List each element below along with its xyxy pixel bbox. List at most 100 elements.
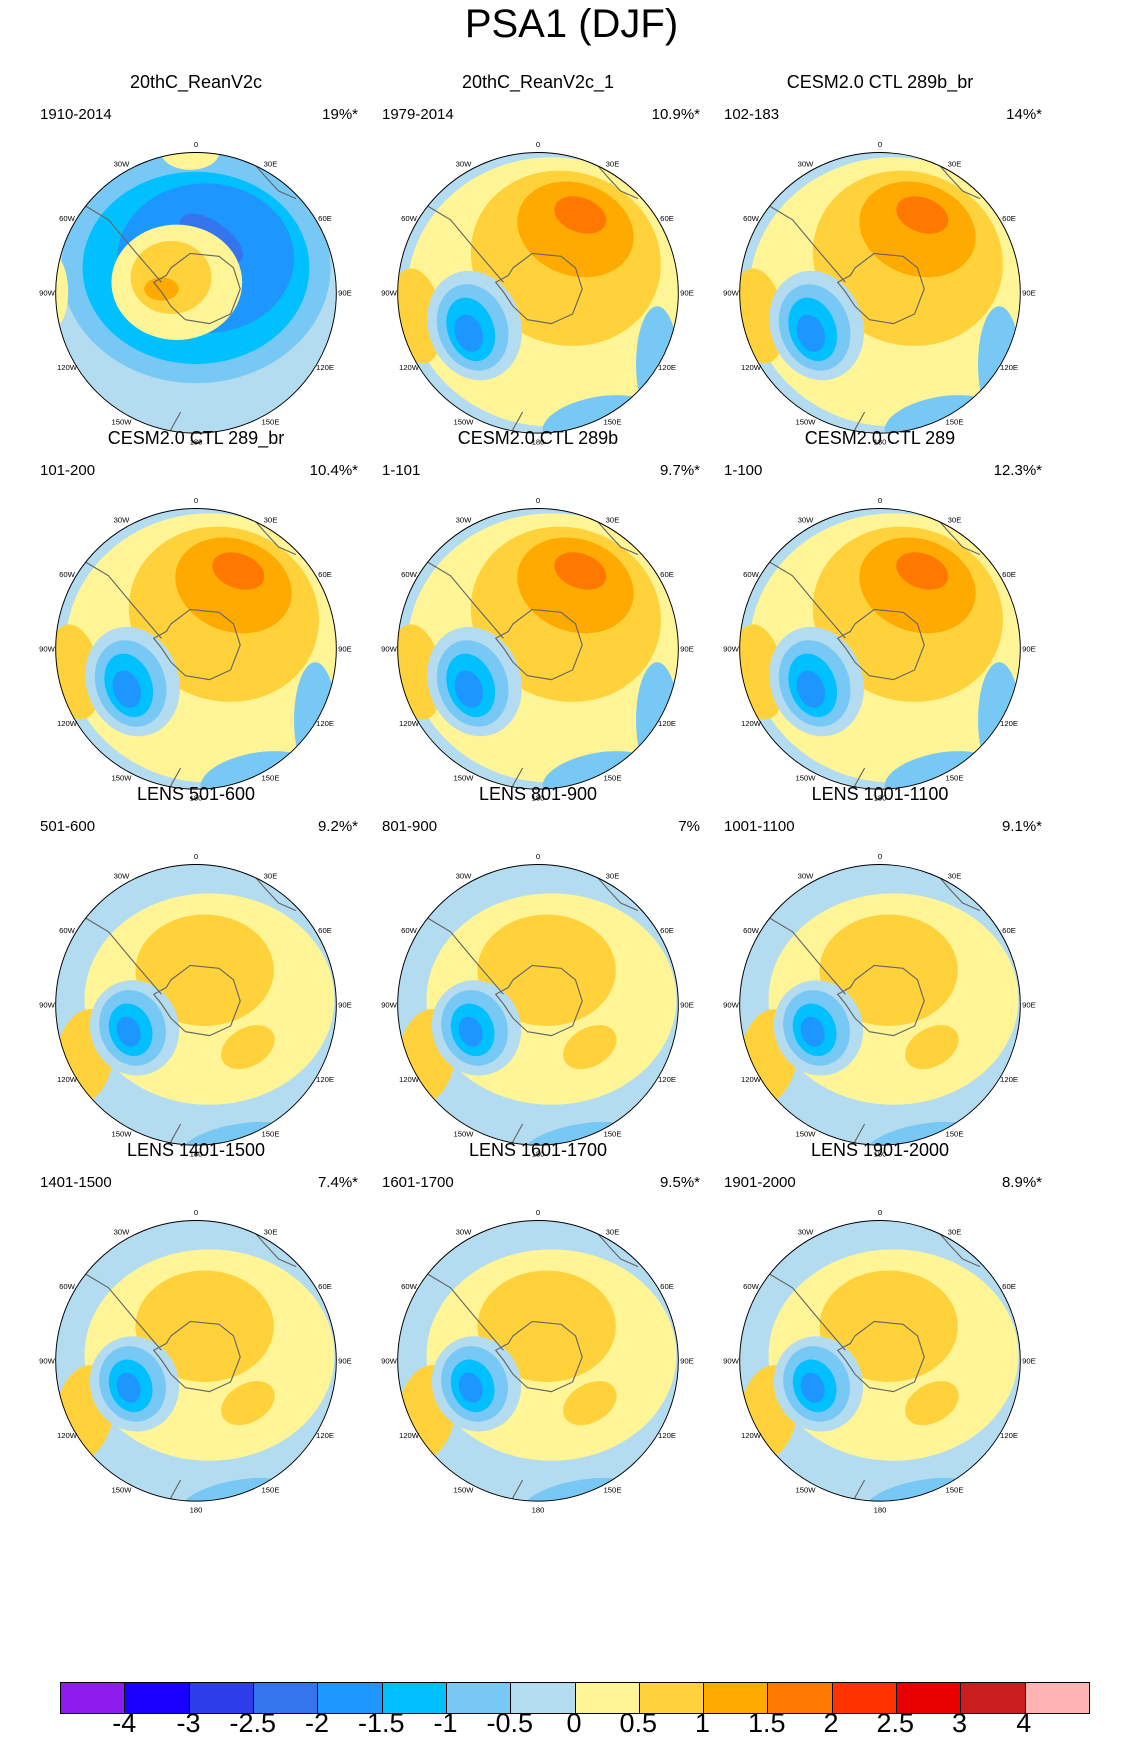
anomaly-contour — [905, 1381, 959, 1426]
map-panel: CESM2.0 CTL 289b 1-101 9.7%* 0 30E 60E 90E 120E… — [362, 428, 714, 818]
longitude-label: 150E — [946, 774, 964, 783]
africa-coastline — [931, 152, 981, 200]
panel-title: CESM2.0 CTL 289 — [804, 428, 956, 448]
longitude-label: 120E — [658, 1075, 676, 1084]
panel-variance-percent: 7% — [678, 818, 700, 835]
longitude-label: 120W — [741, 719, 762, 728]
longitude-label: 120W — [57, 1431, 78, 1440]
polar-map: 0 30E 60E 90E 120E 150E 180 150W 120W 90W 60W 30W — [381, 496, 694, 803]
longitude-label: 120W — [57, 363, 78, 372]
panel-variance-percent: 10.9%* — [651, 106, 700, 123]
longitude-label: 60W — [743, 214, 760, 223]
antarctica-coastline — [152, 608, 241, 681]
polar-map: 0 30E 60E 90E 120E 150E 180 150W 120W 90W 60W 30W — [723, 1208, 1036, 1515]
map-boundary — [739, 1220, 1021, 1502]
africa-coastline — [247, 152, 297, 200]
longitude-label: 60E — [318, 926, 332, 935]
colorbar-swatch — [575, 1683, 640, 1713]
polar-map: 0 30E 60E 90E 120E 150E 180 150W 120W 90W 60W 30W — [723, 852, 1036, 1159]
colorbar-swatch — [1025, 1683, 1089, 1713]
map-panel: CESM2.0 CTL 289_br 101-200 10.4%* 0 30E 60E 90… — [20, 428, 372, 818]
longitude-label: 0 — [878, 496, 882, 505]
longitude-label: 120E — [316, 1431, 334, 1440]
map-boundary — [739, 864, 1021, 1146]
map-panel: CESM2.0 CTL 289b_br 102-183 14%* 0 30E 60E 90E… — [704, 72, 1056, 462]
longitude-label: 180 — [532, 438, 545, 447]
longitude-label: 90W — [723, 1001, 740, 1010]
africa-coastline — [589, 508, 639, 556]
longitude-label: 90E — [1022, 289, 1036, 298]
panel-title: LENS 1001-1100 — [811, 784, 949, 804]
antarctica-coastline — [152, 1320, 241, 1393]
longitude-label: 90W — [723, 1357, 740, 1366]
longitude-label: 0 — [878, 1208, 882, 1217]
anomaly-contour — [796, 670, 826, 708]
longitude-label: 30E — [948, 1228, 962, 1237]
colorbar-swatch — [511, 1683, 576, 1713]
longitude-label: 90E — [680, 645, 694, 654]
longitude-label: 120W — [741, 1075, 762, 1084]
anomaly-contour — [454, 314, 484, 352]
longitude-label: 60W — [743, 1282, 760, 1291]
panel-period: 1-101 — [382, 462, 421, 479]
longitude-label: 30E — [264, 1228, 278, 1237]
anomaly-contour — [563, 1025, 617, 1070]
longitude-label: 30E — [606, 1228, 620, 1237]
colorbar-tick-label: -1 — [433, 1708, 458, 1738]
africa-coastline — [247, 1220, 297, 1268]
longitude-label: 0 — [194, 140, 198, 149]
panel-variance-percent: 12.3%* — [993, 462, 1042, 479]
longitude-label: 0 — [194, 852, 198, 861]
map-boundary — [397, 864, 679, 1146]
longitude-label: 0 — [194, 496, 198, 505]
longitude-label: 30W — [114, 160, 131, 169]
map-boundary — [55, 864, 337, 1146]
longitude-label: 60E — [1002, 570, 1016, 579]
longitude-label: 90W — [381, 1001, 398, 1010]
longitude-label: 30W — [456, 516, 473, 525]
longitude-label: 120W — [399, 1075, 420, 1084]
colorbar-swatch — [382, 1683, 447, 1713]
map-panel: LENS 1601-1700 1601-1700 9.5%* 0 30E 60E 90E 12… — [362, 1140, 714, 1530]
map-panel: LENS 1001-1100 1001-1100 9.1%* 0 30E 60E 90E 12… — [704, 784, 1056, 1174]
anomaly-contour — [800, 1372, 825, 1403]
antarctica-coastline — [836, 964, 925, 1037]
panel-variance-percent: 14%* — [1006, 106, 1042, 123]
longitude-label: 30W — [798, 1228, 815, 1237]
longitude-label: 90E — [1022, 645, 1036, 654]
africa-coastline — [589, 864, 639, 912]
polar-map: 0 30E 60E 90E 120E 150E 180 150W 120W 90W 60W 30W — [723, 496, 1036, 803]
panel-period: 1001-1100 — [724, 818, 795, 835]
panel-title: LENS 501-600 — [136, 784, 256, 804]
longitude-label: 60W — [59, 926, 76, 935]
panel-period: 102-183 — [724, 106, 780, 123]
africa-coastline — [931, 1220, 981, 1268]
colorbar-tick-label: -0.5 — [486, 1708, 534, 1738]
map-panel: LENS 501-600 501-600 9.2%* 0 30E 60E 90E 120E 15… — [20, 784, 372, 1174]
map-panel: 20thC_ReanV2c_1 1979-2014 10.9%* 0 30E 60E 90E… — [362, 72, 714, 462]
longitude-label: 30W — [798, 872, 815, 881]
colorbar-tick-label: 1.5 — [747, 1708, 786, 1738]
panel-period: 801-900 — [382, 818, 438, 835]
longitude-label: 120W — [57, 1075, 78, 1084]
panel-title: CESM2.0 CTL 289b_br — [786, 72, 974, 92]
anomaly-contour — [161, 152, 220, 170]
longitude-label: 90E — [338, 645, 352, 654]
anomaly-contour — [55, 253, 69, 331]
new-zealand-coastline — [852, 767, 866, 790]
longitude-label: 150E — [946, 1130, 964, 1139]
polar-map: 0 30E 60E 90E 120E 150E 180 150W 120W 90W 60W 30W — [39, 852, 352, 1159]
new-zealand-coastline — [852, 411, 866, 434]
longitude-label: 120E — [1000, 1431, 1018, 1440]
colorbar-tick-label: -4 — [112, 1708, 137, 1738]
longitude-label: 0 — [878, 852, 882, 861]
longitude-label: 150E — [946, 1486, 964, 1495]
anomaly-contour — [112, 670, 142, 708]
longitude-label: 60E — [660, 1282, 674, 1291]
longitude-label: 150E — [946, 418, 964, 427]
longitude-label: 180 — [874, 794, 887, 803]
longitude-label: 120E — [1000, 1075, 1018, 1084]
antarctica-coastline — [836, 1320, 925, 1393]
colorbar-swatch — [832, 1683, 898, 1713]
longitude-label: 30W — [114, 1228, 131, 1237]
